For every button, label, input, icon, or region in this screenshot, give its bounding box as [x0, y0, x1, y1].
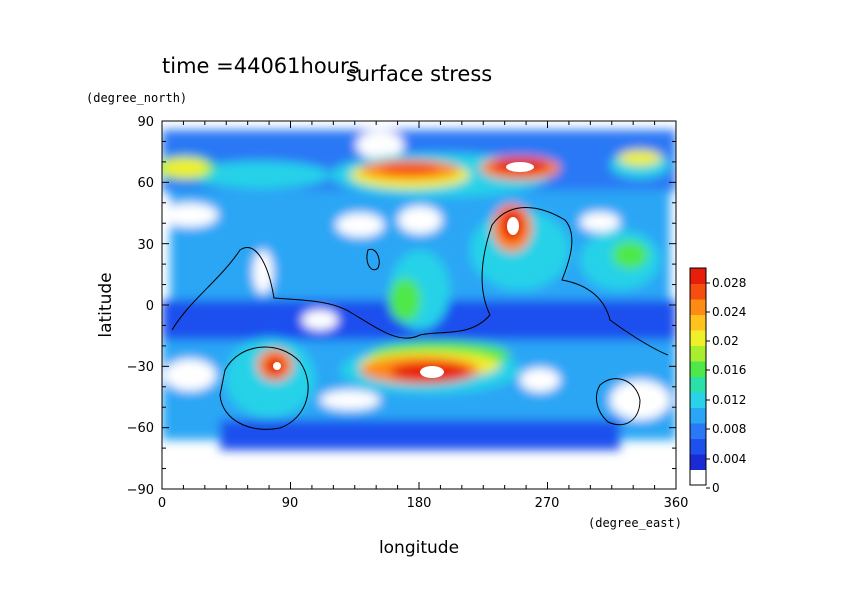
- axis-ticks: [161, 120, 677, 490]
- x-unit-label: (degree_east): [588, 516, 682, 530]
- y-unit-label: (degree_north): [86, 91, 187, 105]
- x-tick-label: 90: [282, 496, 299, 511]
- coastline-west: [171, 207, 669, 356]
- colorbar-swatch: [690, 423, 706, 439]
- y-tick-label: −90: [127, 483, 154, 498]
- field-yellow: [162, 158, 209, 178]
- colorbar-swatch: [690, 361, 706, 377]
- gap: [336, 213, 384, 237]
- colorbar-tick-label: 0.016: [712, 363, 746, 377]
- x-tick-label: 0: [158, 496, 166, 511]
- gap: [253, 250, 273, 294]
- coastline-south: [219, 346, 309, 430]
- y-tick-label: −60: [127, 421, 154, 436]
- colorbar-tick-label: 0.024: [712, 305, 746, 319]
- field-cyan: [190, 161, 330, 189]
- colorbar-swatch: [690, 299, 706, 315]
- coastline-southeast: [595, 378, 641, 426]
- field-green: [612, 241, 648, 269]
- colorbar-swatch: [690, 314, 706, 331]
- colorbar: 0.028 0.024 0.02 0.016 0.012 0.008 0.004 0: [689, 267, 746, 495]
- gap: [398, 206, 442, 234]
- colorbar-swatch: [690, 283, 706, 300]
- field-red: [380, 162, 440, 174]
- gap: [580, 212, 620, 232]
- colorbar-swatch: [690, 438, 706, 455]
- x-tick-label: 360: [664, 496, 689, 511]
- y-tick-label: 0: [146, 299, 154, 314]
- colorbar-swatch: [690, 407, 706, 424]
- colorbar-swatch: [690, 376, 706, 393]
- colorbar-swatch: [690, 345, 706, 362]
- colorbar-swatch: [690, 392, 706, 408]
- gap: [520, 368, 560, 392]
- colorbar-frame: [689, 267, 707, 486]
- gap: [302, 310, 338, 330]
- max-core: [273, 362, 281, 370]
- chart-title: surface stress: [346, 62, 492, 86]
- coastlines: [171, 207, 669, 430]
- x-tick-label: 180: [407, 496, 432, 511]
- colorbar-tick-label: 0: [712, 481, 720, 495]
- y-tick-labels: 90 60 30 0 −30 −60 −90: [127, 115, 154, 498]
- max-core: [420, 366, 444, 378]
- gap: [162, 203, 218, 227]
- max-core: [507, 217, 519, 235]
- colorbar-tick-label: 0.028: [712, 276, 746, 290]
- colorbar-swatch: [690, 330, 706, 346]
- gap: [320, 390, 380, 410]
- time-label: time =44061hours: [162, 54, 360, 78]
- colorbar-swatch: [690, 469, 706, 486]
- y-tick-label: 30: [137, 238, 154, 253]
- field-green: [389, 278, 421, 322]
- colorbar-tick-label: 0.008: [712, 422, 746, 436]
- x-tick-labels: 0 90 180 270 360: [158, 496, 689, 511]
- gap: [356, 131, 404, 159]
- gap: [164, 359, 216, 391]
- stress-field: [162, 130, 676, 450]
- y-tick-label: 60: [137, 176, 154, 191]
- colorbar-tick-label: 0.012: [712, 393, 746, 407]
- y-tick-label: 90: [137, 115, 154, 130]
- colorbar-tick-label: 0.004: [712, 452, 746, 466]
- colorbar-swatch: [690, 454, 706, 470]
- x-axis-label: longitude: [379, 538, 459, 558]
- y-tick-label: −30: [127, 360, 154, 375]
- field-yellow: [618, 150, 662, 166]
- y-axis-label: latitude: [96, 272, 116, 337]
- x-tick-label: 270: [535, 496, 560, 511]
- band-far-south: [220, 420, 620, 450]
- max-core: [506, 162, 534, 172]
- colorbar-swatch: [690, 268, 706, 284]
- colorbar-tick-label: 0.02: [712, 334, 739, 348]
- coastline-island: [366, 248, 380, 271]
